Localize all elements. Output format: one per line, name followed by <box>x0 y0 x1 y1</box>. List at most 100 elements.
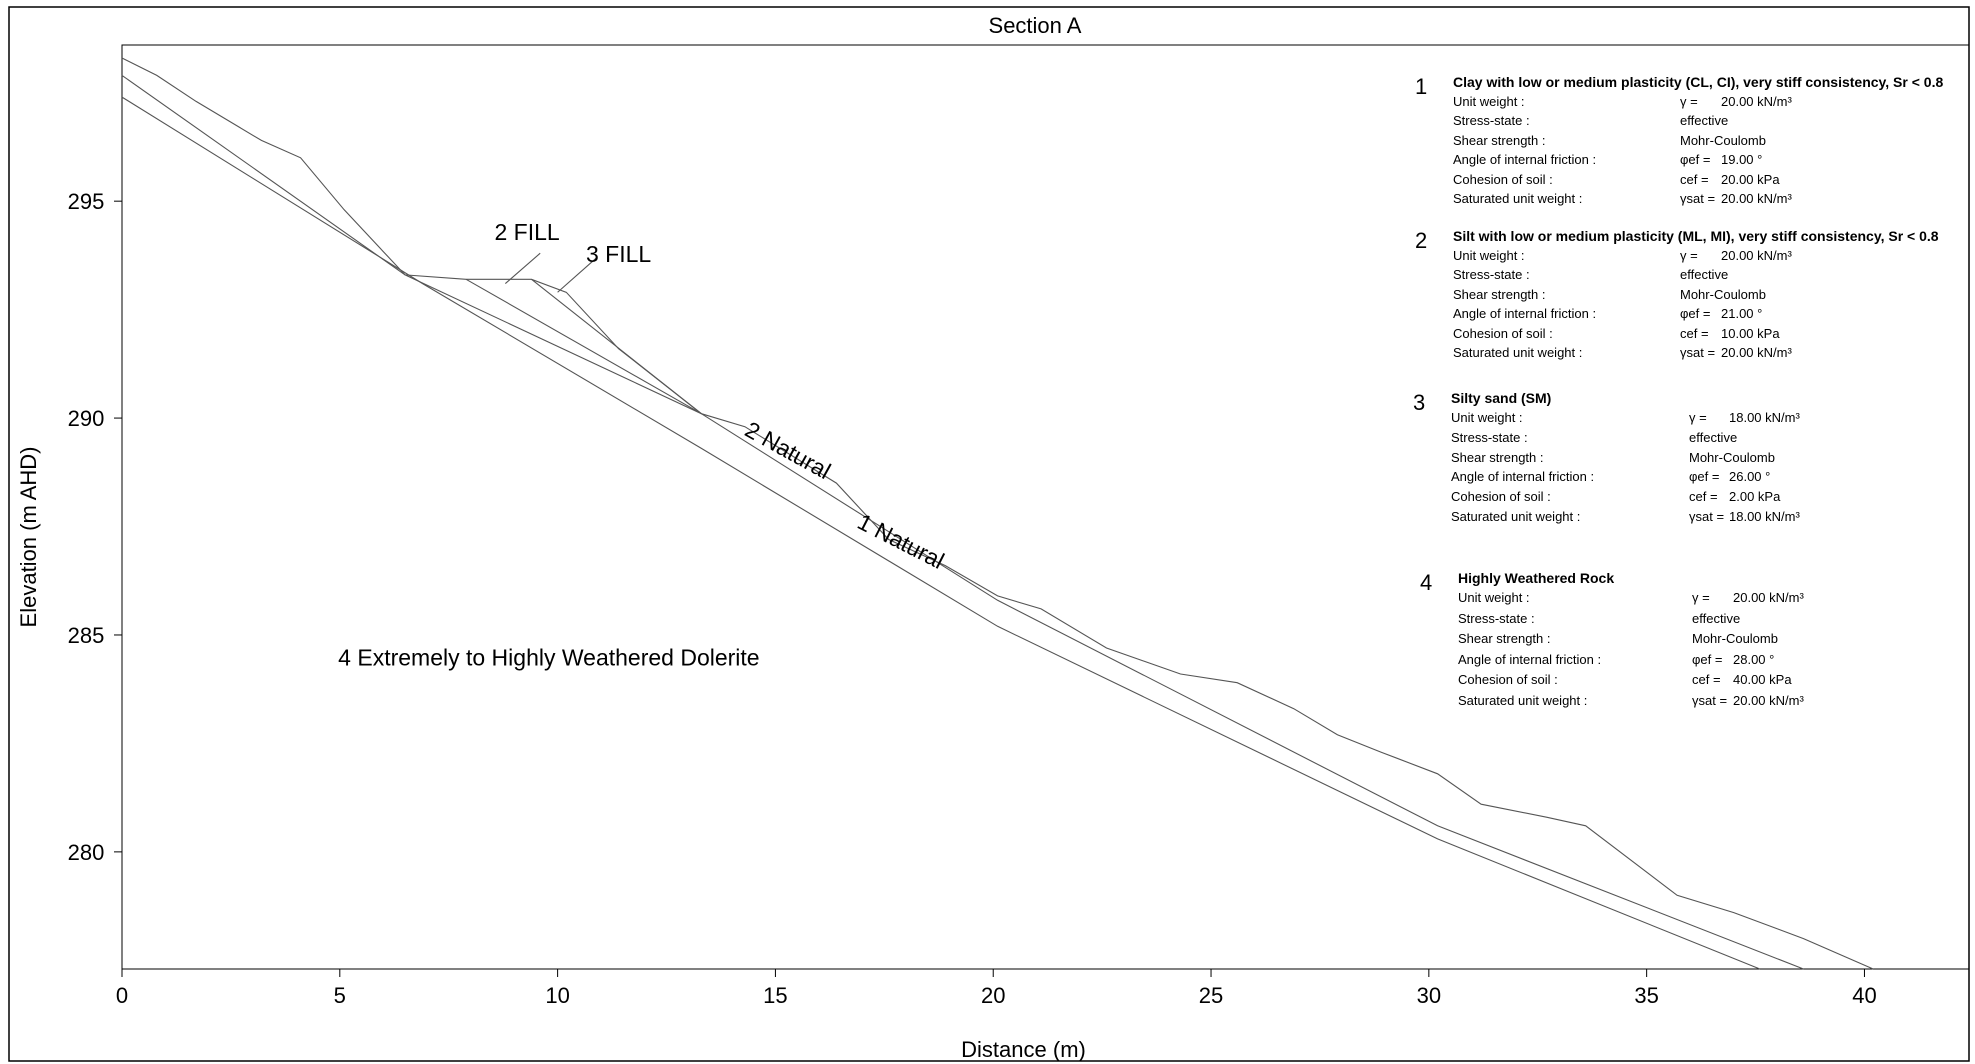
property-symbol: γ = <box>1689 410 1707 425</box>
boundary-line-4 <box>121 74 1804 970</box>
material-number: 1 <box>1415 74 1428 99</box>
property-label: Shear strength : <box>1453 286 1546 302</box>
property-label: Saturated unit weight : <box>1453 345 1583 360</box>
property-label: Angle of internal friction : <box>1458 651 1602 667</box>
y-tick-label: 280 <box>68 840 105 865</box>
property-symbol: cef = <box>1680 171 1709 187</box>
property-value: 20.00 kN/m³ <box>1721 248 1792 263</box>
property-value: 20.00 kPa <box>1721 171 1780 187</box>
x-tick-label: 40 <box>1852 983 1876 1008</box>
property-label: Angle of internal friction : <box>1451 469 1595 485</box>
plot-border <box>121 44 1970 970</box>
property-symbol: γsat = <box>1680 191 1716 206</box>
property-symbol: cef = <box>1692 672 1721 688</box>
property-value: Mohr-Coulomb <box>1680 286 1766 302</box>
boundary-line-5 <box>121 96 1761 970</box>
layer-label-2: 3 FILL <box>586 241 651 267</box>
property-symbol: φef = <box>1680 152 1711 168</box>
layer-label-1: 2 FILL <box>495 219 560 245</box>
property-value: 20.00 kN/m³ <box>1733 590 1804 605</box>
property-symbol: cef = <box>1689 489 1718 505</box>
property-value: effective <box>1680 113 1729 129</box>
material-title: Highly Weathered Rock <box>1458 570 1615 586</box>
property-value: Mohr-Coulomb <box>1680 132 1766 148</box>
property-value: 20.00 kN/m³ <box>1733 693 1804 708</box>
property-value: 28.00 ° <box>1733 651 1775 667</box>
x-axis-label: Distance (m) <box>961 1037 1086 1062</box>
property-value: effective <box>1692 610 1741 626</box>
y-tick-label: 290 <box>68 406 105 431</box>
y-tick-label: 295 <box>68 189 105 214</box>
property-value: 21.00 ° <box>1721 306 1763 322</box>
property-label: Shear strength : <box>1453 132 1546 148</box>
property-value: 18.00 kN/m³ <box>1729 509 1800 524</box>
property-label: Saturated unit weight : <box>1453 191 1583 206</box>
property-label: Unit weight : <box>1453 94 1525 109</box>
x-tick-label: 25 <box>1199 983 1223 1008</box>
leader-line-1 <box>504 252 541 285</box>
x-tick-label: 30 <box>1417 983 1441 1008</box>
property-label: Stress-state : <box>1458 610 1535 626</box>
x-tick-label: 15 <box>763 983 787 1008</box>
outer-frame <box>8 6 1970 1062</box>
plot-area: 0 5 10 15 20 25 30 35 40 280 285 290 295 Distance (m)… <box>16 44 1970 1062</box>
property-value: 18.00 kN/m³ <box>1729 410 1800 425</box>
x-tick-label: 0 <box>116 983 128 1008</box>
property-label: Cohesion of soil : <box>1451 489 1551 505</box>
material-number: 4 <box>1420 570 1433 595</box>
property-label: Unit weight : <box>1451 410 1523 425</box>
property-value: 2.00 kPa <box>1729 489 1781 505</box>
y-axis-label: Elevation (m AHD) <box>16 447 41 628</box>
property-label: Angle of internal friction : <box>1453 152 1597 168</box>
property-value: 20.00 kN/m³ <box>1721 94 1792 109</box>
y-tick-label: 285 <box>68 623 105 648</box>
property-value: Mohr-Coulomb <box>1689 449 1775 465</box>
property-symbol: φef = <box>1689 469 1720 485</box>
property-label: Cohesion of soil : <box>1453 171 1553 187</box>
property-value: 19.00 ° <box>1721 152 1763 168</box>
material-number: 2 <box>1415 228 1428 253</box>
property-label: Angle of internal friction : <box>1453 306 1597 322</box>
property-label: Stress-state : <box>1451 429 1528 445</box>
property-symbol: φef = <box>1692 651 1723 667</box>
property-symbol: φef = <box>1680 306 1711 322</box>
material-title: Clay with low or medium plasticity (CL, … <box>1453 74 1944 90</box>
property-value: 20.00 kN/m³ <box>1721 191 1792 206</box>
material-title: Silty sand (SM) <box>1451 390 1552 406</box>
property-symbol: γsat = <box>1692 693 1728 708</box>
boundary-line-3 <box>465 278 702 415</box>
boundary-line-2 <box>531 278 702 415</box>
property-label: Cohesion of soil : <box>1453 325 1553 341</box>
property-label: Unit weight : <box>1453 248 1525 263</box>
property-value: 40.00 kPa <box>1733 672 1792 688</box>
property-symbol: γsat = <box>1689 509 1725 524</box>
property-value: Mohr-Coulomb <box>1692 631 1778 647</box>
layer-label-4: 1 Natural <box>854 508 949 574</box>
property-label: Shear strength : <box>1458 631 1551 647</box>
x-tick-label: 35 <box>1634 983 1658 1008</box>
property-label: Shear strength : <box>1451 449 1544 465</box>
layer-label-5: 4 Extremely to Highly Weathered Dolerite <box>338 644 759 670</box>
property-label: Saturated unit weight : <box>1458 693 1588 708</box>
x-tick-label: 20 <box>981 983 1005 1008</box>
leader-line-2 <box>557 257 598 293</box>
property-label: Stress-state : <box>1453 267 1530 283</box>
property-label: Unit weight : <box>1458 590 1530 605</box>
property-symbol: γ = <box>1680 248 1698 263</box>
diagram-title: Section A <box>989 13 1082 38</box>
property-value: effective <box>1680 267 1729 283</box>
property-label: Saturated unit weight : <box>1451 509 1581 524</box>
x-tick-label: 5 <box>334 983 346 1008</box>
material-number: 3 <box>1413 390 1426 415</box>
boundary-line-1 <box>121 57 1874 970</box>
property-label: Stress-state : <box>1453 113 1530 129</box>
property-label: Cohesion of soil : <box>1458 672 1558 688</box>
property-value: 10.00 kPa <box>1721 325 1780 341</box>
property-symbol: cef = <box>1680 325 1709 341</box>
property-value: 20.00 kN/m³ <box>1721 345 1792 360</box>
layer-label-3: 2 Natural <box>741 416 835 484</box>
property-value: 26.00 ° <box>1729 469 1771 485</box>
x-tick-label: 10 <box>545 983 569 1008</box>
property-symbol: γsat = <box>1680 345 1716 360</box>
